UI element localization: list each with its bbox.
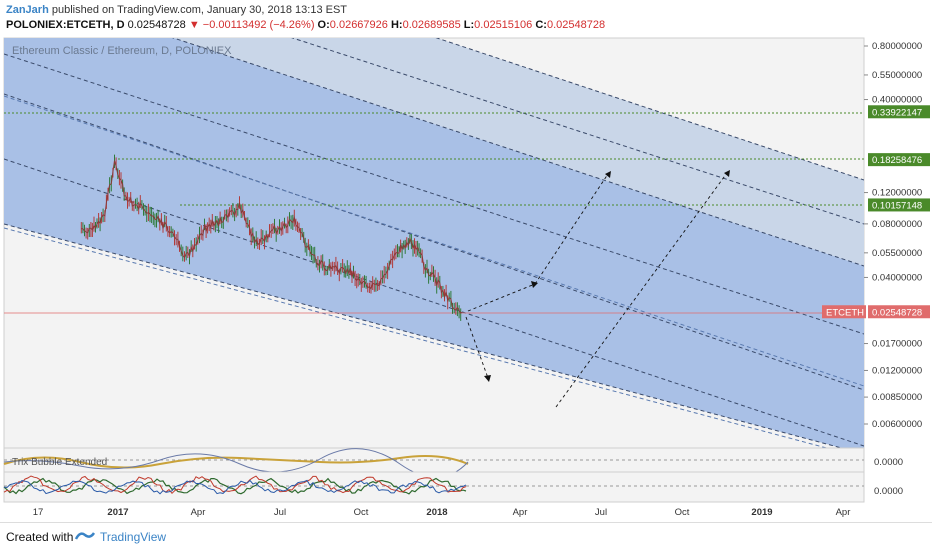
indicator-curve-2 [3,448,469,478]
y-tick-label: 0.00850000 [872,392,922,403]
high-label: H: [390,19,403,31]
horizontal-levels [4,112,864,206]
ticker-tag [822,305,866,319]
indicator-curve-1 [3,455,469,469]
close-value: 0.02548728 [546,19,606,31]
footer: Created with TradingView [0,522,932,551]
price-series [80,154,463,321]
channel-lines [4,38,864,448]
arrowhead-1 [531,281,538,288]
indicator-label: Trix Bubble Extended [12,457,107,468]
y-tick-label: 0.04000000 [872,272,922,283]
tradingview-link[interactable]: TradingView [100,530,167,544]
projection-arrows [465,172,728,408]
y-tick-label: 0.00600000 [872,419,922,430]
indicator-value-2: 0.0000 [874,486,903,497]
y-tick-label: 0.01200000 [872,365,922,376]
arrow-path-up-2 [555,172,728,408]
x-tick-label: Apr [836,507,851,518]
down-arrow-icon: ▼ [188,19,200,31]
published-text: published on TradingView.com, January 30… [51,4,348,16]
open-value: 0.02667926 [329,19,388,31]
level-tag [868,198,930,212]
y-tick-label: 0.55000000 [872,70,922,81]
open-label: O: [317,19,330,31]
tradingview-logo-icon [74,532,96,540]
x-tick-label: Jul [274,507,286,518]
y-tick-label: 0.40000000 [872,95,922,106]
arrow-path-down [465,316,489,379]
price-axis[interactable]: 0.80000000 0.55000000 0.400000000.33922147… [822,41,930,430]
x-tick-label: 2019 [751,507,772,518]
instrument-label: Ethereum Classic / Ethereum, D, POLONIEX [12,45,232,57]
oscillator-line-blue [3,479,467,495]
last-price: 0.02548728 [127,19,186,31]
arrowhead-3 [484,375,491,382]
level-tag-label: 0.18258476 [872,155,922,166]
time-axis[interactable]: 17 2017 Apr Jul Oct 2018 Apr Jul Oct 2019 Apr [33,507,851,518]
x-tick-label: Jul [595,507,607,518]
low-label: L: [463,19,475,31]
current-price-tag [868,305,930,319]
x-tick-label: Oct [675,507,690,518]
low-value: 0.02515106 [474,19,533,31]
created-with-label: Created with [6,530,74,544]
chart-header: ZanJarh published on TradingView.com, Ja… [0,0,932,34]
arrow-path-short [467,283,536,312]
close-label: C: [535,19,547,31]
level-tag-label: 0.10157148 [872,200,922,211]
level-tag [868,105,930,119]
author-link[interactable]: ZanJarh [6,4,49,16]
x-tick-label: Apr [513,507,528,518]
price-line [81,160,463,314]
symbol-label: POLONIEX:ETCETH, D [6,19,125,31]
price-chart[interactable]: Ethereum Classic / Ethereum, D, POLONIEX… [0,34,932,522]
indicator-pane-2[interactable] [3,471,865,503]
arrowhead-4 [724,170,730,177]
x-tick-label: Apr [191,507,206,518]
main-channel-band [4,38,864,448]
y-tick-label: 0.05500000 [872,248,922,259]
ohlc-line: POLONIEX:ETCETH, D 0.02548728 ▼ −0.00113… [6,19,605,31]
level-tag-label: 0.33922147 [872,107,922,118]
y-tick-label: 0.12000000 [872,188,922,199]
x-tick-label: 2017 [107,507,128,518]
ticker-tag-label: ETCETH [826,307,864,318]
price-change: −0.00113492 (−4.26%) [202,19,315,31]
y-tick-label: 0.01700000 [872,339,922,350]
publish-line: ZanJarh published on TradingView.com, Ja… [6,4,347,16]
current-price-tag-label: 0.02548728 [872,307,922,318]
level-tag [868,153,930,167]
y-tick-label: 0.80000000 [872,41,922,52]
high-value: 0.02689585 [402,19,461,31]
arrowhead-2 [605,171,611,178]
arrow-path-up-1 [534,173,609,285]
arrowheads [484,170,730,382]
oscillator-line-red [3,475,467,495]
y-tick-label: 0.08000000 [872,219,922,230]
x-tick-label: 17 [33,507,44,518]
x-tick-label: Oct [354,507,369,518]
indicator-value-1: 0.0000 [874,457,903,468]
x-tick-label: 2018 [426,507,447,518]
